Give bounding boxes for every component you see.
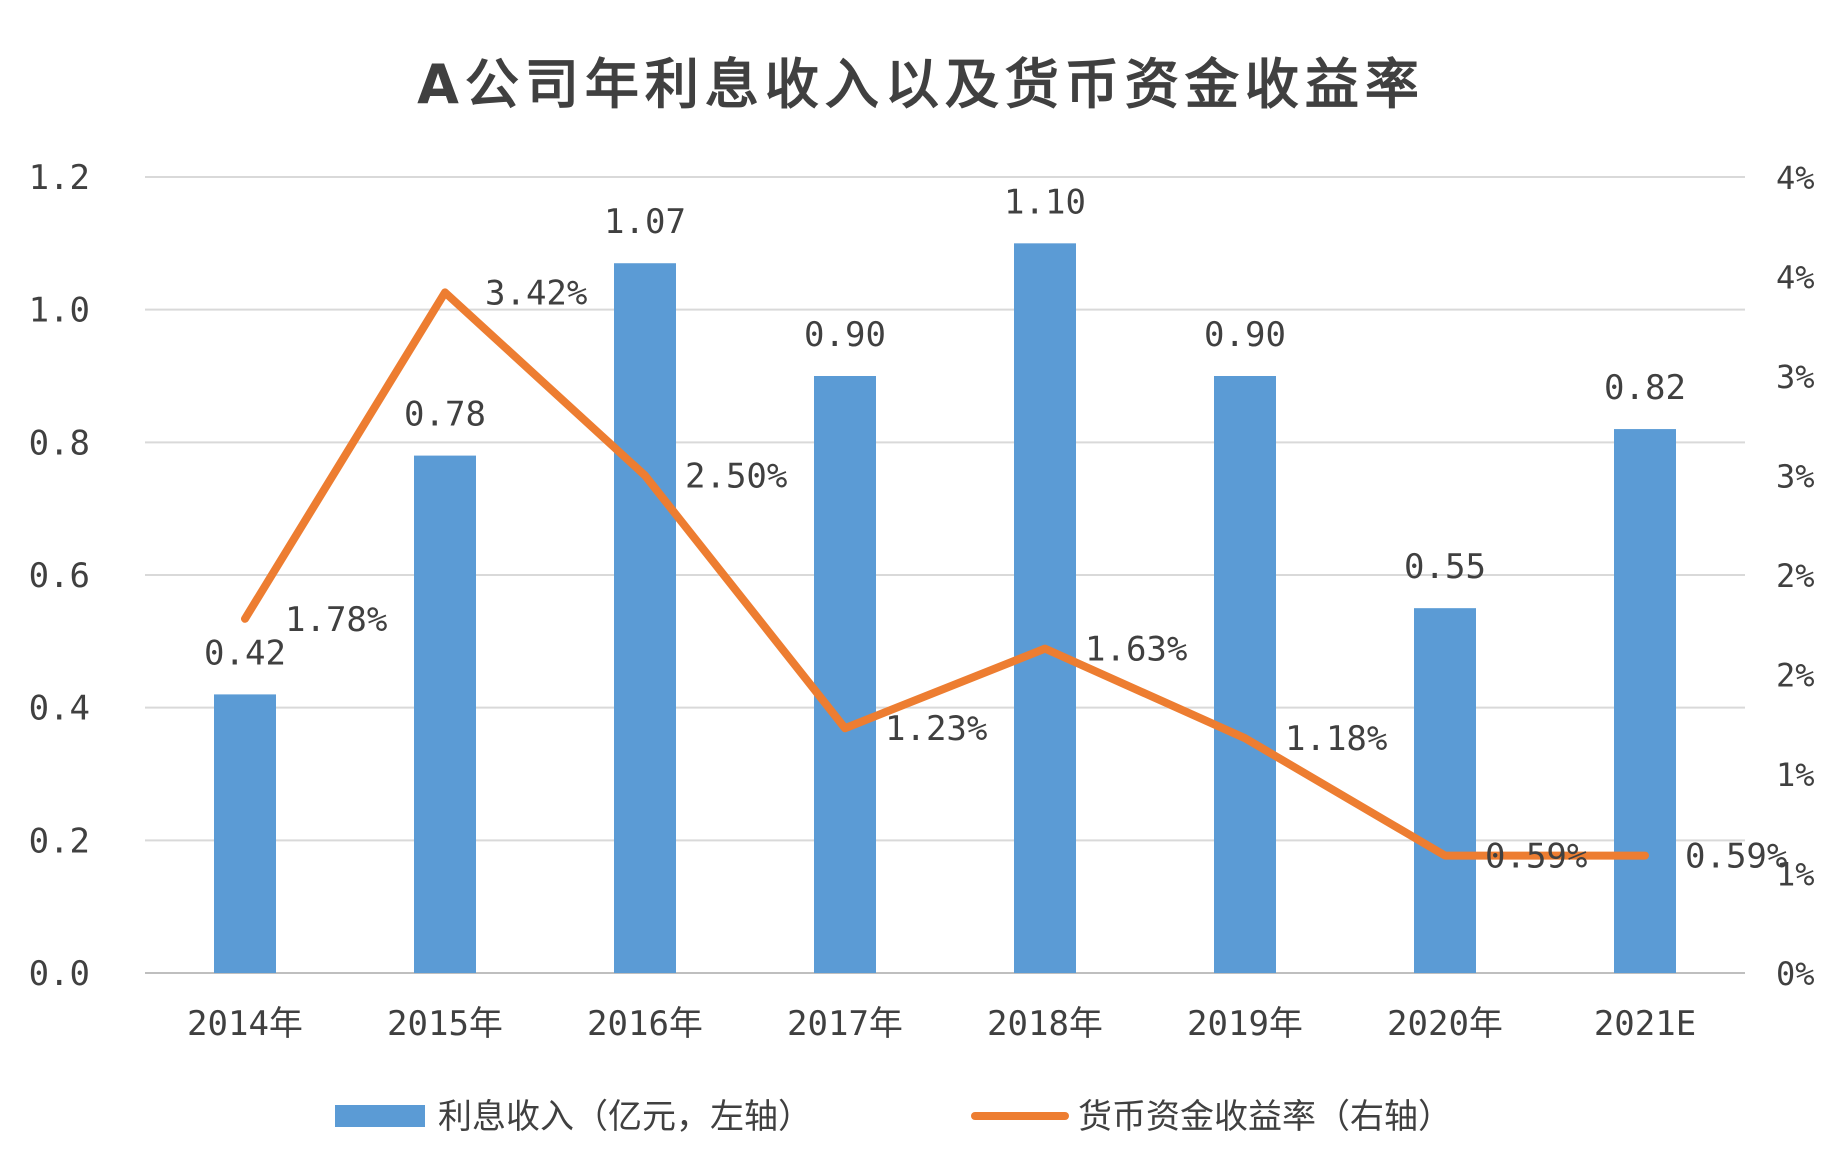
category-label: 2018年	[987, 1004, 1103, 1044]
bar	[214, 694, 276, 973]
left-axis-tick-label: 1.2	[29, 158, 90, 198]
legend-label-line: 货币资金收益率（右轴）	[1078, 1097, 1452, 1137]
bar-data-label: 0.90	[1204, 315, 1286, 355]
bar-data-labels: 0.42 0.78 1.07 0.90 1.10 0.90 0.55 0.82	[204, 182, 1686, 673]
chart-title: A公司年利息收入以及货币资金收益率	[417, 53, 1425, 116]
bar-data-label: 0.82	[1604, 368, 1686, 408]
bar	[1414, 608, 1476, 973]
bar	[814, 376, 876, 973]
line-data-label: 1.78%	[285, 600, 387, 640]
bar	[1014, 243, 1076, 974]
line-data-label: 2.50%	[685, 457, 787, 497]
line-data-labels: 1.78% 3.42% 2.50% 1.23% 1.63% 1.18% 0.59% 0.59%	[285, 273, 1787, 876]
right-axis-tick-label: 1%	[1776, 756, 1815, 794]
legend: 利息收入（亿元，左轴） 货币资金收益率（右轴）	[335, 1097, 1452, 1137]
bar-data-label: 0.78	[404, 395, 486, 435]
category-label: 2015年	[387, 1004, 503, 1044]
right-axis-tick-label: 3%	[1776, 458, 1815, 496]
left-axis-tick-label: 1.0	[29, 291, 90, 331]
bar	[414, 455, 476, 974]
right-axis-tick-label: 1%	[1776, 856, 1815, 894]
category-label: 2016年	[587, 1004, 703, 1044]
category-labels: 2014年 2015年 2016年 2017年 2018年 2019年 2020年 2021E	[187, 1004, 1696, 1044]
bar	[1214, 376, 1276, 973]
category-label: 2021E	[1594, 1004, 1696, 1044]
right-axis-tick-label: 2%	[1776, 657, 1815, 695]
bar	[1614, 429, 1676, 974]
category-label: 2014年	[187, 1004, 303, 1044]
bar-data-label: 1.07	[604, 202, 686, 242]
line-data-label: 1.18%	[1285, 719, 1387, 759]
legend-swatch-bar	[335, 1105, 425, 1127]
line-data-label: 1.23%	[885, 709, 987, 749]
right-axis-tick-label: 0%	[1776, 955, 1815, 993]
line-series-path	[241, 288, 1649, 860]
left-axis-tick-label: 0.4	[29, 689, 90, 729]
line-data-label: 0.59%	[1685, 837, 1787, 877]
left-axis-ticks: 0.0 0.2 0.4 0.6 0.8 1.0 1.2	[29, 158, 90, 994]
bar	[614, 263, 676, 973]
left-axis-tick-label: 0.2	[29, 821, 90, 861]
bar-data-label: 0.55	[1404, 547, 1486, 587]
category-label: 2020年	[1387, 1004, 1503, 1044]
left-axis-tick-label: 0.0	[29, 954, 90, 994]
right-axis-tick-label: 2%	[1776, 557, 1815, 595]
gridlines	[145, 176, 1745, 974]
line-data-label: 1.63%	[1085, 630, 1187, 670]
right-axis-tick-label: 4%	[1776, 159, 1815, 197]
right-axis-tick-label: 4%	[1776, 259, 1815, 297]
bar-data-label: 0.42	[204, 633, 286, 673]
line-series	[241, 288, 1649, 860]
left-axis-tick-label: 0.8	[29, 423, 90, 463]
category-label: 2017年	[787, 1004, 903, 1044]
line-data-label: 0.59%	[1485, 837, 1587, 877]
left-axis-tick-label: 0.6	[29, 556, 90, 596]
bar-series	[214, 243, 1676, 974]
right-axis-tick-label: 3%	[1776, 358, 1815, 396]
bar-data-label: 1.10	[1004, 182, 1086, 222]
bar-data-label: 0.90	[804, 315, 886, 355]
legend-label-bar: 利息收入（亿元，左轴）	[438, 1097, 812, 1137]
line-data-label: 3.42%	[485, 273, 587, 313]
category-label: 2019年	[1187, 1004, 1303, 1044]
right-axis-ticks: 0% 1% 1% 2% 2% 3% 3% 4% 4%	[1776, 159, 1815, 993]
